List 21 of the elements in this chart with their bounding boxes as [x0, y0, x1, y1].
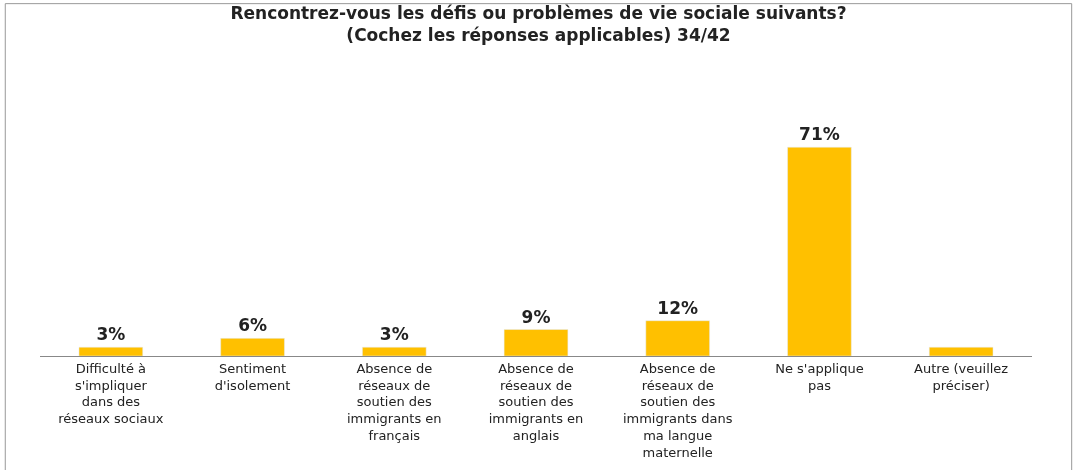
bar: [362, 346, 427, 356]
data-label: 12%: [657, 297, 699, 318]
data-label: 3%: [379, 324, 409, 345]
x-tick-label: Absence de réseaux de soutien des immigrants en anglais: [488, 360, 584, 444]
data-label: 6%: [238, 315, 268, 336]
data-label: 9%: [521, 306, 551, 327]
x-tick-label: Autre (veuillez préciser): [914, 360, 1009, 393]
bar: [645, 320, 710, 356]
bar: [787, 146, 852, 356]
x-tick-label: Ne s'applique pas: [775, 360, 864, 393]
bar: [503, 329, 569, 356]
data-label: 3%: [96, 324, 126, 345]
x-tick-label: Absence de réseaux de soutien des immigrants en français: [346, 360, 442, 444]
bar: [78, 346, 143, 356]
chart-title: Rencontrez-vous les défis ou problèmes de vie sociale suivants? (Cochez les réponses applicables) 34/42: [230, 2, 847, 45]
x-tick-label: Sentiment d'isolement: [214, 360, 291, 393]
x-tick-label: Difficulté à s'impliquer dans des réseaux sociaux: [58, 360, 164, 427]
data-label: 71%: [799, 124, 840, 145]
bar: [220, 338, 285, 356]
bar: [929, 346, 994, 356]
x-tick-label: Absence de réseaux de soutien des immigrants dans ma langue maternelle: [622, 360, 733, 461]
